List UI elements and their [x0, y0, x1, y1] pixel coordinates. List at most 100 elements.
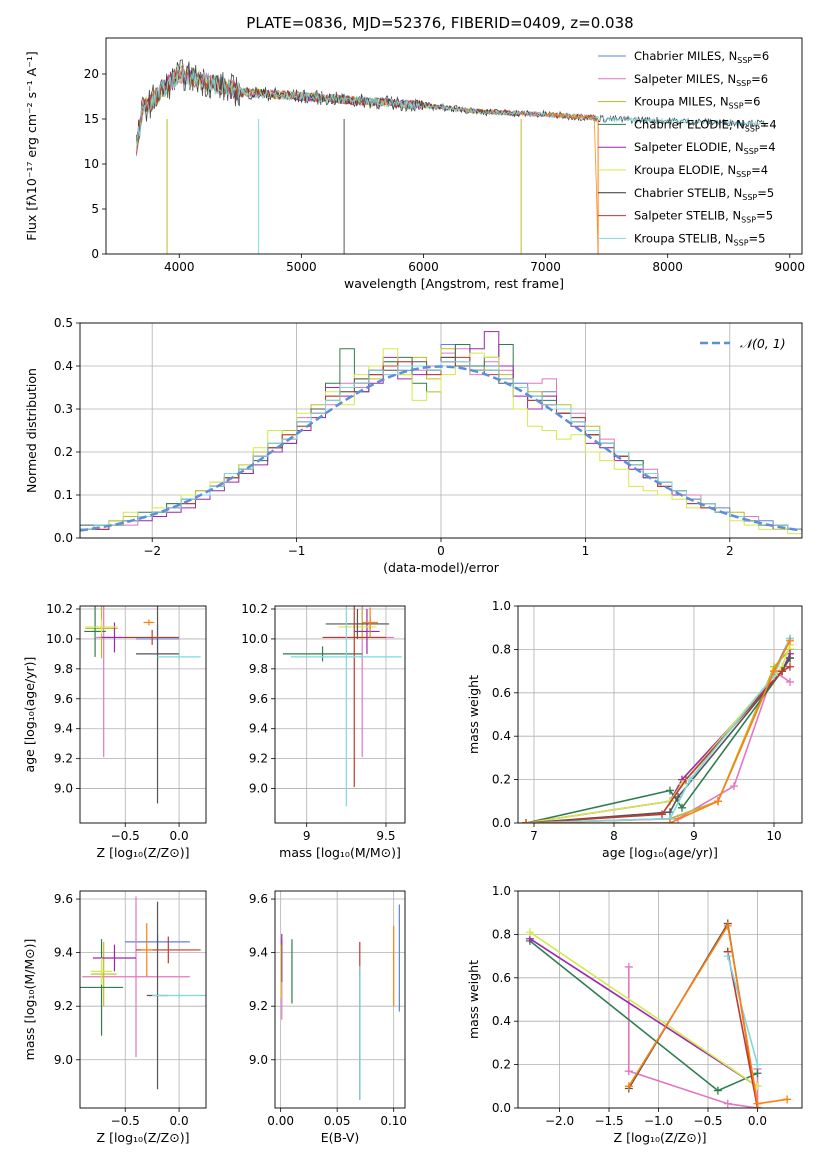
y-tick-label: 5 — [91, 202, 99, 216]
x-tick-label: 0.00 — [267, 1114, 294, 1128]
legend-value: =5 — [749, 231, 766, 245]
legend-label: Kroupa MILES, NSSP=6 — [634, 95, 760, 111]
x-tick-label: 7 — [530, 829, 538, 843]
marker-plus — [753, 1060, 762, 1069]
y-axis-label: Normed distribution — [24, 368, 39, 493]
x-tick-label: −1 — [288, 544, 306, 558]
spectrum-line — [545, 112, 599, 254]
marker-plus — [624, 1067, 633, 1076]
mass-weight-line — [529, 931, 758, 1087]
marker-plus — [786, 677, 794, 686]
marker-plus — [783, 1095, 792, 1104]
x-tick-label: −1.0 — [644, 1114, 673, 1128]
x-tick-label: 8 — [610, 829, 618, 843]
marker-plus — [770, 667, 778, 676]
y-axis-label: Flux [fλ10⁻¹⁷ erg cm⁻² s⁻¹ A⁻¹] — [24, 51, 39, 240]
legend-label: Chabrier ELODIE, NSSP=4 — [634, 117, 777, 133]
marker-plus — [658, 810, 666, 819]
marker-plus — [786, 636, 794, 645]
axes-frame — [274, 605, 406, 824]
plot-area — [84, 606, 201, 804]
marker-plus — [522, 819, 530, 823]
y-tick-label: 9.2 — [249, 752, 268, 766]
x-tick-label: −0.5 — [111, 1114, 140, 1128]
x-axis-label: mass [log₁₀(M/M⊙)] — [279, 845, 401, 860]
x-tick-label: 6000 — [408, 260, 439, 274]
x-tick-label: 0.0 — [170, 829, 189, 843]
y-tick-label: 9.2 — [249, 999, 268, 1013]
plot-area — [80, 896, 206, 1090]
marker-plus — [686, 775, 694, 784]
legend-subscript: SSP — [729, 102, 744, 111]
y-tick-label: 0 — [91, 247, 99, 261]
mass-weight-line — [525, 666, 791, 823]
x-axis-label: wavelength [Angstrom, rest frame] — [344, 276, 564, 291]
x-tick-label: 7000 — [530, 260, 561, 274]
marker-plus — [786, 662, 794, 671]
axes-frame — [517, 605, 803, 824]
legend-subscript: SSP — [736, 79, 751, 88]
y-tick-label: 0.0 — [492, 816, 511, 830]
mass-weight-line — [529, 938, 758, 1087]
y-tick-label: 0.5 — [54, 316, 73, 330]
y-tick-label: 10 — [84, 157, 99, 171]
axes-frame — [105, 37, 803, 255]
x-tick-label: 4000 — [164, 260, 195, 274]
y-tick-label: 0.6 — [492, 971, 511, 985]
legend-label: 𝒩(0, 1) — [740, 336, 786, 351]
y-tick-label: 0.8 — [492, 927, 511, 941]
marker-plus — [786, 654, 794, 663]
spectrum-line — [136, 65, 766, 148]
y-tick-label: 0.1 — [54, 488, 73, 502]
y-tick-label: 9.4 — [249, 722, 268, 736]
y-tick-label: 9.4 — [54, 946, 73, 960]
mass-weight-line — [525, 638, 791, 823]
marker-plus — [723, 952, 732, 961]
x-tick-label: 5000 — [286, 260, 317, 274]
legend-subscript: SSP — [744, 147, 759, 156]
plot-area — [280, 904, 400, 1100]
mass-weight-line — [525, 644, 791, 823]
y-tick-label: 10.0 — [46, 632, 73, 646]
legend-value: =4 — [759, 140, 776, 154]
x-tick-label: 1 — [582, 544, 590, 558]
y-tick-label: 9.0 — [54, 782, 73, 796]
x-axis-label: Z [log₁₀(Z/Z⊙)] — [97, 1130, 190, 1145]
marker-plus — [714, 797, 722, 806]
marker-plus — [666, 819, 674, 823]
x-axis-label: Z [log₁₀(Z/Z⊙)] — [614, 1130, 707, 1145]
plot-area — [282, 606, 402, 807]
marker-plus — [730, 782, 738, 791]
y-tick-label: 9.0 — [249, 782, 268, 796]
x-axis-label: age [log₁₀(age/yr)] — [602, 845, 718, 860]
marker-plus — [678, 803, 686, 812]
y-tick-label: 9.6 — [54, 692, 73, 706]
legend-label: Kroupa ELODIE, NSSP=4 — [634, 163, 768, 179]
legend-value: =6 — [752, 49, 769, 63]
axes-frame — [79, 322, 803, 539]
legend-label: Salpeter ELODIE, NSSP=4 — [634, 140, 776, 156]
legend-subscript: SSP — [734, 238, 749, 247]
legend-label: Chabrier MILES, NSSP=6 — [634, 49, 769, 65]
marker-plus — [723, 1099, 732, 1108]
marker-plus — [525, 928, 534, 937]
y-tick-label: 9.6 — [249, 692, 268, 706]
legend-label: Salpeter MILES, NSSP=6 — [634, 72, 768, 88]
y-tick-label: 10.2 — [46, 602, 73, 616]
x-tick-label: 9000 — [775, 260, 806, 274]
legend-subscript: SSP — [737, 56, 752, 65]
legend-subscript: SSP — [745, 124, 760, 133]
x-axis-label: (data-model)/error — [383, 560, 500, 575]
x-tick-label: −1.5 — [594, 1114, 623, 1128]
mass-weight-line — [529, 940, 758, 1092]
plot-area — [136, 59, 766, 254]
axes-frame — [274, 890, 406, 1109]
y-tick-label: 1.0 — [492, 884, 511, 898]
axes-frame — [79, 890, 207, 1109]
axes-frame — [79, 605, 207, 824]
x-tick-label: 0 — [437, 544, 445, 558]
plot-area — [522, 634, 794, 823]
legend-label: Kroupa STELIB, NSSP=5 — [634, 231, 765, 247]
legend-value: =4 — [760, 117, 777, 131]
